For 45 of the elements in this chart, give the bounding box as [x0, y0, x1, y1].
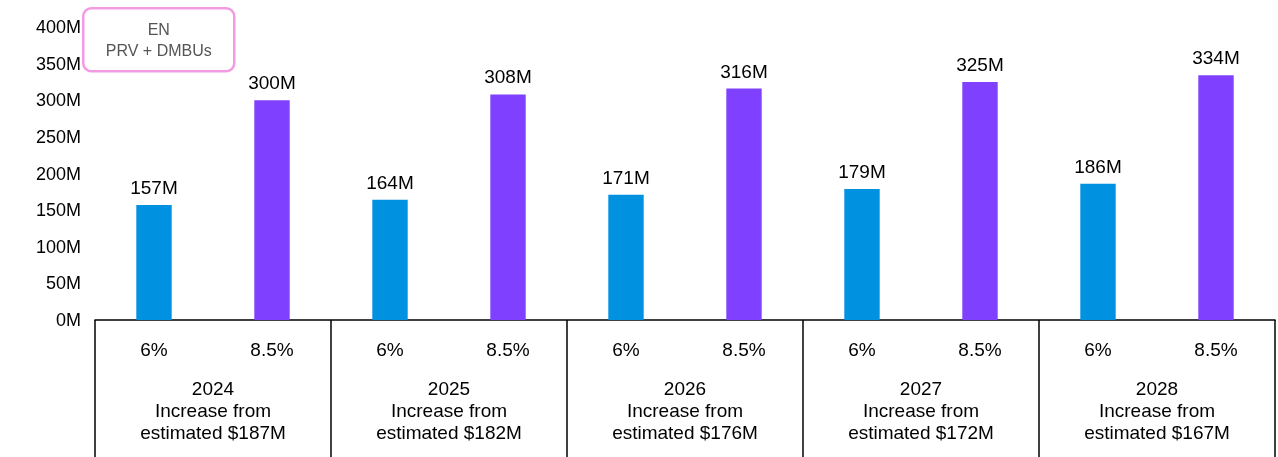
text: 2028 Increase from estimated $167M — [1084, 377, 1230, 443]
y-tick-label: 250M — [35, 126, 81, 147]
text: 2024 Increase from estimated $187M — [140, 377, 286, 443]
x-tick-label: 8.5% — [1194, 339, 1238, 360]
bar — [962, 81, 998, 320]
y-tick-label: 300M — [35, 90, 81, 111]
data-label: 157M — [130, 177, 178, 198]
bar — [844, 188, 880, 320]
text: 2027 Increase from estimated $172M — [848, 377, 994, 443]
data-label: 186M — [1074, 155, 1122, 177]
annotation: EN PRV + DMBUs — [105, 20, 212, 59]
y-tick-label: 200M — [35, 163, 81, 184]
y-tick-label: 0M — [55, 310, 81, 330]
data-label: 164M — [366, 171, 414, 193]
y-tick-label: 350M — [35, 53, 81, 74]
data-label: 171M — [602, 166, 650, 188]
data-label: 316M — [720, 60, 768, 82]
data-label: 308M — [484, 66, 532, 88]
y-tick-label: 50M — [45, 273, 81, 294]
bar — [254, 100, 290, 320]
bar — [726, 88, 762, 320]
bar — [1198, 75, 1234, 320]
bar — [1080, 183, 1116, 320]
x-tick-label: 6% — [612, 339, 640, 360]
x-tick-label: 6% — [376, 339, 404, 360]
data-label: 300M — [248, 72, 296, 94]
y-tick-label: 150M — [35, 200, 81, 221]
bar — [136, 205, 172, 320]
x-tick-label: 8.5% — [250, 339, 294, 360]
bar — [490, 94, 526, 320]
bar — [608, 194, 644, 320]
data-label: 325M — [956, 53, 1004, 75]
x-tick-label: 8.5% — [722, 339, 766, 360]
x-tick-label: 6% — [848, 339, 876, 360]
bar — [372, 199, 408, 320]
text: 2025 Increase from estimated $182M — [376, 377, 522, 443]
data-label: 179M — [838, 160, 886, 182]
x-tick-label: 6% — [1084, 339, 1112, 360]
x-tick-label: 8.5% — [486, 339, 530, 360]
x-tick-label: 6% — [140, 339, 168, 360]
y-tick-label: 400M — [35, 17, 81, 37]
y-tick-label: 100M — [35, 236, 81, 257]
x-tick-label: 8.5% — [958, 339, 1002, 360]
text: 2026 Increase from estimated $176M — [612, 377, 758, 443]
data-label: 334M — [1192, 47, 1240, 69]
